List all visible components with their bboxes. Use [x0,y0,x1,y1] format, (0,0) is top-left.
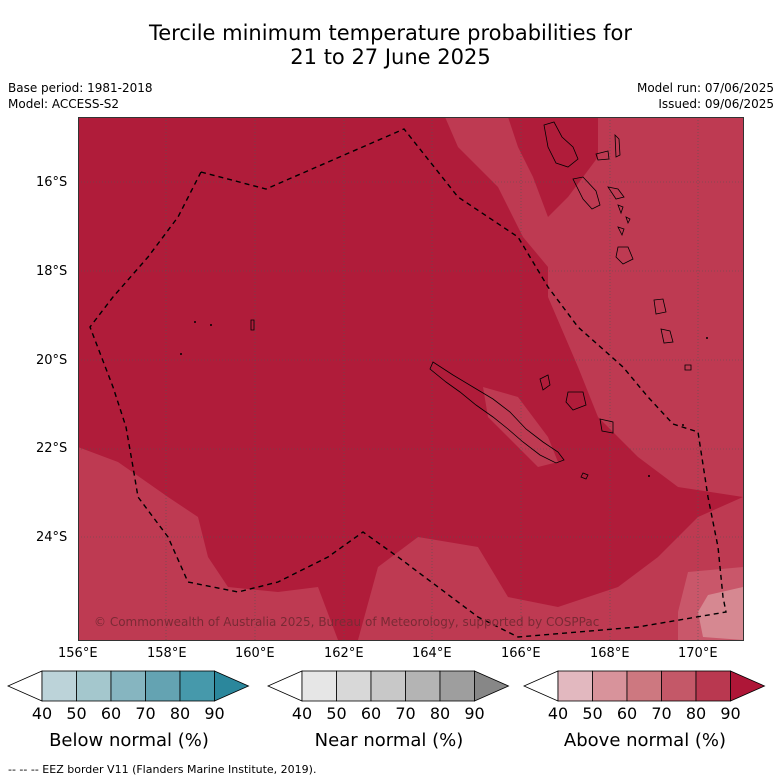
model-run: Model run: 07/06/2025 [636,81,774,95]
lat-label-16s: 16°S [36,175,68,190]
colorbar-below-tick: 70 [135,704,156,723]
lifou-island [565,391,587,411]
colorbar-below-segment [41,670,77,702]
small-dots [180,321,708,477]
map-title-line2: 21 to 27 June 2025 [290,45,491,69]
small-islets [250,204,631,331]
colorbar-near-tick: 50 [326,704,347,723]
espiritu-santo-island [543,121,579,168]
lon-label-162e: 162°E [324,646,364,661]
erromango-island [653,298,667,315]
colorbar-label-below: Below normal (%) [49,730,209,751]
colorbar-below-tick: 90 [204,704,225,723]
colorbar-near-segment [405,670,441,702]
above-60-region [698,587,743,640]
lon-label-168e: 168°E [590,646,630,661]
colorbar-above-segment [661,670,697,702]
colorbar-above-segment [626,670,662,702]
colorbar-below-tick: 50 [66,704,87,723]
colorbar-near-tick: 80 [429,704,451,723]
above-80-patch-center [483,387,558,467]
colorbar-below-min-triangle [7,670,43,702]
eez-border [89,128,727,638]
lon-label-164e: 164°E [412,646,452,661]
base-period: Base period: 1981-2018 [8,81,153,95]
colorbar-near-tick: 60 [360,704,382,723]
lon-label-160e: 160°E [235,646,275,661]
mare-island [599,418,614,434]
map-gridlines [78,117,743,640]
colorbar-above-tick: 90 [720,704,741,723]
lon-label-158e: 158°E [147,646,187,661]
ouvea-island [539,374,551,391]
colorbars [7,670,766,702]
colorbar-above-tick: 40 [547,704,569,723]
vanuatu-island-1 [614,133,621,158]
model-name: Model: ACCESS-S2 [8,97,120,111]
lat-label-20s: 20°S [36,353,68,368]
colorbar-below-segment [179,670,215,702]
colorbar-below-tick: 80 [169,704,191,723]
colorbar-above-tick: 80 [685,704,707,723]
map-frame [78,117,744,641]
above-80-region-sw [78,447,338,640]
colorbar-below-segment [110,670,146,702]
colorbar-above-tick: 50 [582,704,603,723]
above-80-region-se [358,497,743,640]
malakula-island [572,176,601,210]
colorbar-near-tick: 40 [291,704,313,723]
issued-date: Issued: 09/06/2025 [658,97,774,111]
colorbar-above-max-triangle [730,670,766,702]
colorbar-near-min-triangle [267,670,303,702]
colorbar-near-tick: 70 [395,704,416,723]
probability-map: © Commonwealth of Australia 2025, Bureau… [78,117,743,640]
colorbar-near-max-triangle [474,670,510,702]
colorbar-above-tick: 70 [651,704,672,723]
copyright-text: © Commonwealth of Australia 2025, Bureau… [94,615,599,629]
isle-of-pines [580,472,589,480]
colorbar-above-segment [695,670,731,702]
above-90-patch-ne [508,117,598,217]
colorbar-above-tick: 60 [616,704,638,723]
colorbar-below-tick: 40 [31,704,53,723]
colorbar-near-tick: 90 [464,704,485,723]
tanna-island [660,328,674,344]
colorbar-below-segment [76,670,112,702]
colorbar-label-above: Above normal (%) [563,730,727,751]
above-80-region-ne [445,117,743,497]
map-title-line1: Tercile minimum temperature probabilitie… [148,21,633,45]
lat-label-24s: 24°S [36,530,68,545]
vanuatu-island-2 [595,150,610,161]
colorbar-label-near: Near normal (%) [314,730,464,751]
colorbar-near-segment [370,670,406,702]
colorbar-below-tick: 60 [100,704,122,723]
colorbar-above-segment [592,670,628,702]
lon-label-166e: 166°E [501,646,541,661]
colorbar-near-segment [439,670,475,702]
colorbar-near-segment [301,670,337,702]
colorbar-below-max-triangle [214,670,250,702]
lat-label-22s: 22°S [36,441,68,456]
eez-legend-footer: -- -- -- EEZ border V11 (Flanders Marine… [8,763,317,776]
colorbar-above-segment [557,670,593,702]
efate-island [615,246,634,265]
colorbar-above-min-triangle [523,670,559,702]
lat-label-18s: 18°S [36,264,68,279]
colorbar-near-segment [336,670,372,702]
colorbar-below-segment [145,670,181,702]
lon-label-156e: 156°E [58,646,98,661]
vanuatu-island-3 [607,186,625,200]
new-caledonia-landmass [429,361,565,464]
lon-label-170e: 170°E [678,646,718,661]
aneityum-island [684,364,692,371]
